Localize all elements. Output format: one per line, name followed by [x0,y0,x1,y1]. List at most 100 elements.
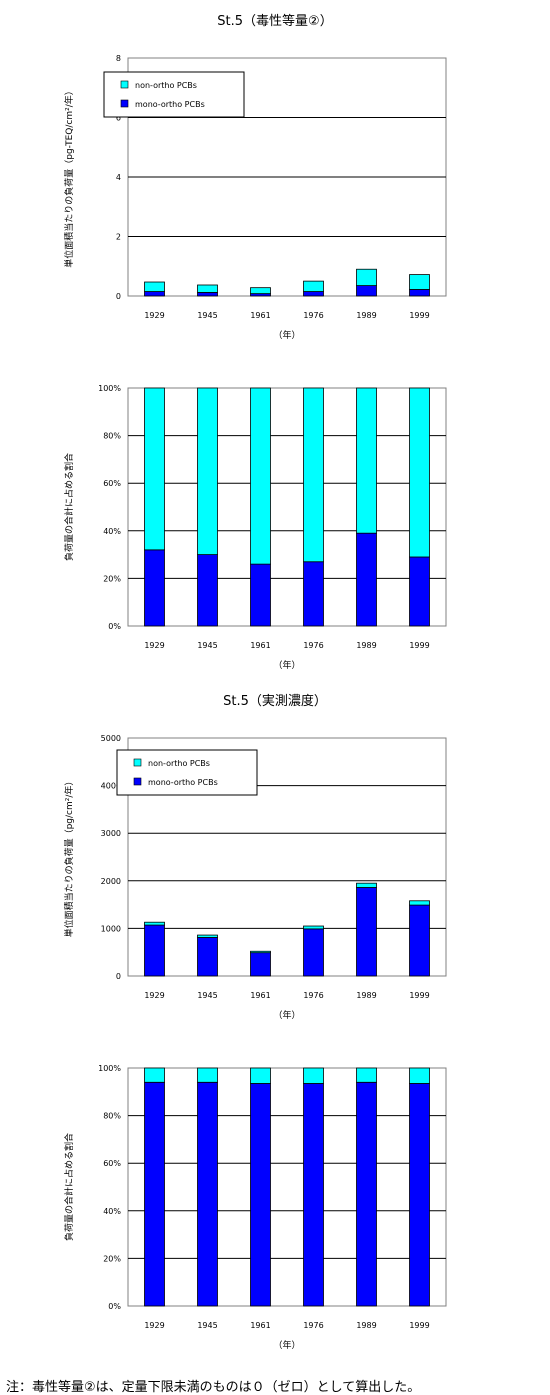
bar-non-ortho-1945 [197,934,218,938]
y-axis-label: 単位面積当たりの負荷量（pg/cm²/年） [63,777,75,938]
chart-measured-load: 0 1000 2000 3000 4000 5000 1929 1945 1961 1976 198… [63,734,447,1021]
footnote: 注：毒性等量②は、定量下限未満のものは０（ゼロ）として算出した。 [6,1380,421,1395]
bar-mono-ortho-1961 [250,563,271,627]
x-tick-label: 1961 [250,991,270,1000]
bar-mono-ortho-1945 [197,937,218,977]
bar-non-ortho-1989 [356,882,377,888]
bar-mono-ortho-1961 [250,1083,271,1307]
y-tick-label: 20% [103,1254,121,1263]
bar-mono-ortho-1989 [356,1081,377,1307]
bar-non-ortho-1976 [303,925,324,930]
bar-non-ortho-1945 [197,387,218,556]
bar-non-ortho-1999 [409,274,430,290]
x-tick-label: 1989 [356,991,376,1000]
bar-non-ortho-1976 [303,280,324,292]
x-axis-label: （年） [273,1009,300,1021]
y-tick-label: 0% [108,622,121,631]
y-tick-label: 40% [103,527,121,536]
x-tick-label: 1945 [197,1321,217,1330]
bar-non-ortho-1989 [356,387,377,534]
bar-mono-ortho-1999 [409,556,430,627]
x-tick-label: 1989 [356,1321,376,1330]
x-tick-label: 1961 [250,1321,270,1330]
bar-non-ortho-1929 [144,1067,165,1083]
bar-non-ortho-1989 [356,268,377,286]
y-tick-label: 8 [116,54,121,63]
x-tick-label: 1989 [356,311,376,320]
bar-non-ortho-1989 [356,1067,377,1083]
legend-swatch [133,758,142,767]
bar-non-ortho-1976 [303,387,324,563]
bar-non-ortho-1999 [409,387,430,558]
chart-measured-ratio: 0% 20% 40% 60% 80% 100% 1929 1945 1961 1976 1989 19… [63,1064,447,1351]
x-tick-label: 1929 [144,991,164,1000]
bar-non-ortho-1929 [144,921,165,926]
x-tick-label: 1945 [197,641,217,650]
y-tick-label: 100% [98,384,121,393]
bar-mono-ortho-1929 [144,924,165,977]
y-tick-label: 3000 [101,829,121,838]
bar-mono-ortho-1976 [303,1083,324,1307]
y-tick-label: 2000 [101,877,121,886]
plot-area [127,387,447,627]
bar-non-ortho-1999 [409,900,430,906]
x-axis-label: （年） [273,1339,300,1351]
legend-label: mono-ortho PCBs [135,100,205,109]
chart-toxic-ratio: 0% 20% 40% 60% 80% 100% 1929 1945 1961 1976 1989 19… [63,384,447,671]
y-axis-label: 単位面積当たりの負荷量（pg-TEQ/cm²/年） [63,86,75,268]
bar-mono-ortho-1976 [303,561,324,627]
x-axis-label: （年） [273,329,300,341]
y-tick-label: 5000 [101,734,121,743]
x-tick-label: 1976 [303,311,323,320]
y-tick-label: 60% [103,479,121,488]
chart-toxic-load: 0 2 4 6 8 1929 1945 1961 1976 1989 1999 （年） 単位面積当たりの… [63,54,447,341]
bar-non-ortho-1929 [144,281,165,292]
x-tick-label: 1976 [303,991,323,1000]
bar-mono-ortho-1945 [197,292,218,297]
y-tick-label: 2 [116,233,121,242]
bar-non-ortho-1961 [250,387,271,565]
legend-label: mono-ortho PCBs [148,778,218,787]
y-tick-label: 4 [116,173,121,182]
y-tick-label: 0% [108,1302,121,1311]
x-tick-label: 1945 [197,991,217,1000]
bar-mono-ortho-1929 [144,549,165,627]
y-tick-label: 80% [103,1112,121,1121]
y-axis-label: 負荷量の合計に占める割合 [63,453,75,561]
x-tick-label: 1999 [409,641,429,650]
bar-mono-ortho-1976 [303,291,324,297]
bar-mono-ortho-1929 [144,291,165,297]
bar-mono-ortho-1989 [356,887,377,977]
x-tick-label: 1929 [144,311,164,320]
bar-non-ortho-1961 [250,950,271,954]
x-tick-label: 1929 [144,1321,164,1330]
x-tick-label: 1999 [409,1321,429,1330]
y-tick-label: 1000 [101,924,121,933]
legend-box [103,71,245,118]
plot-area [127,1067,447,1307]
chart-1-title: St.5（毒性等量②） [217,14,333,29]
bar-mono-ortho-1999 [409,1083,430,1307]
bar-non-ortho-1945 [197,1067,218,1083]
bar-non-ortho-1999 [409,1067,430,1084]
bar-mono-ortho-1989 [356,285,377,297]
legend-swatch [133,777,142,786]
y-tick-label: 60% [103,1159,121,1168]
y-tick-label: 80% [103,432,121,441]
x-tick-label: 1976 [303,641,323,650]
bar-non-ortho-1945 [197,284,218,293]
bar-non-ortho-1929 [144,387,165,551]
x-tick-label: 1961 [250,311,270,320]
legend-swatch [120,99,129,108]
bar-non-ortho-1961 [250,1067,271,1084]
x-tick-label: 1999 [409,311,429,320]
legend-box [116,749,258,796]
bar-mono-ortho-1999 [409,289,430,297]
bar-mono-ortho-1976 [303,928,324,977]
bar-non-ortho-1961 [250,287,271,295]
y-tick-label: 4000 [101,782,121,791]
y-tick-label: 0 [116,972,121,981]
x-tick-label: 1929 [144,641,164,650]
y-tick-label: 40% [103,1207,121,1216]
bar-mono-ortho-1999 [409,904,430,977]
